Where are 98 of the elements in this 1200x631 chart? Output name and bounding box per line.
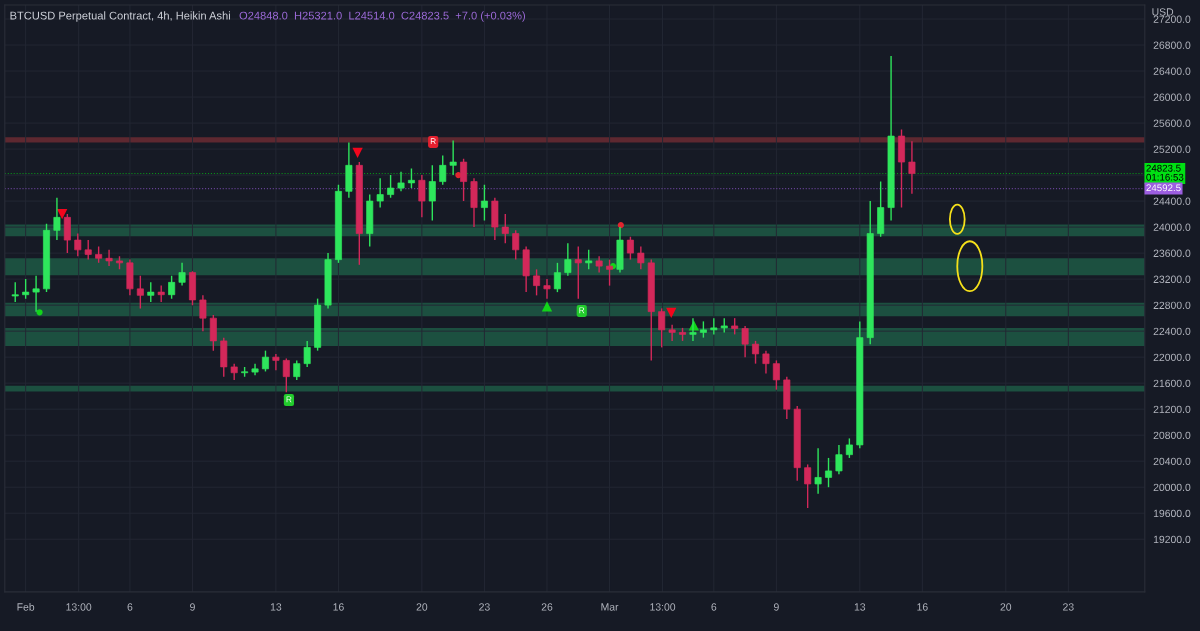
candlestick — [105, 249, 113, 267]
annotation: R — [430, 138, 436, 145]
y-tick-label: 20400.0 — [1153, 457, 1191, 466]
annotation: R — [579, 307, 585, 314]
candlestick — [543, 278, 551, 300]
x-tick-label: 16 — [333, 603, 344, 611]
candlestick — [658, 307, 666, 349]
x-tick-label: 9 — [773, 603, 779, 611]
candlestick — [449, 139, 457, 176]
x-tick-label: Feb — [17, 602, 35, 611]
candlestick — [11, 281, 19, 303]
ref-line-label: 24592.5 — [1146, 184, 1181, 192]
y-tick-label: 26000.0 — [1153, 93, 1191, 101]
x-tick-label: 6 — [711, 603, 717, 611]
candlestick — [397, 171, 405, 193]
x-tick-label: Mar — [601, 603, 619, 611]
candlestick — [814, 447, 822, 495]
y-tick-label: 24000.0 — [1153, 223, 1191, 231]
y-tick-label: 22400.0 — [1153, 327, 1191, 336]
candlestick — [168, 275, 176, 300]
candlestick — [84, 239, 92, 261]
text: O24848.0 H25321.0 L24514.0 C24823.5 +7.0 (+0.03%) — [239, 11, 525, 22]
candlestick — [564, 242, 572, 277]
candlestick — [710, 317, 718, 336]
x-tick-label: 13 — [854, 603, 866, 611]
y-tick-label: 20000.0 — [1153, 483, 1191, 492]
x-tick-label: 13:00 — [66, 603, 92, 611]
y-tick-label: 22800.0 — [1153, 301, 1191, 309]
y-tick-label: 25200.0 — [1153, 145, 1191, 153]
x-tick-label: 16 — [917, 603, 928, 611]
candlestick — [272, 353, 280, 371]
candlestick — [418, 174, 426, 219]
candlestick — [553, 262, 561, 293]
candlestick — [209, 314, 217, 352]
candlestick — [908, 140, 916, 195]
y-axis-title: USD — [1152, 8, 1174, 16]
y-tick-label: 21200.0 — [1153, 405, 1191, 414]
candlestick — [407, 167, 415, 189]
candlestick — [22, 278, 30, 300]
candlestick — [626, 236, 634, 261]
y-tick-label: 25600.0 — [1153, 119, 1191, 127]
candlestick — [74, 232, 82, 258]
candlestick — [752, 340, 760, 365]
y-tick-label: 21600.0 — [1153, 379, 1191, 388]
x-tick-label: 6 — [127, 603, 133, 611]
candlestick — [480, 184, 488, 222]
x-tick-label: 9 — [190, 603, 195, 611]
y-tick-label: 27200.0 — [1153, 15, 1191, 23]
x-tick-label: 13 — [270, 603, 282, 611]
x-tick-label: 20 — [416, 603, 428, 611]
y-tick-label: 26800.0 — [1153, 41, 1191, 49]
x-tick-label: 20 — [1000, 603, 1012, 611]
candlestick — [825, 457, 832, 488]
candlestick — [512, 229, 520, 261]
candlestick — [574, 245, 582, 300]
y-tick-label: 20800.0 — [1153, 431, 1191, 440]
candlestick — [428, 164, 436, 222]
candlestick — [178, 262, 186, 287]
candlestick — [804, 463, 812, 509]
x-tick-label: 13:00 — [650, 603, 676, 611]
text: BTCUSD Perpetual Contract, 4h, Heikin Ashi — [10, 11, 230, 22]
x-tick-label: 26 — [541, 603, 553, 611]
candlestick — [63, 213, 71, 254]
candlestick — [136, 275, 144, 310]
candlestick — [261, 349, 269, 373]
candlestick — [303, 340, 311, 368]
candlestick — [772, 359, 780, 391]
y-tick-label: 19200.0 — [1153, 535, 1191, 544]
candlestick — [199, 294, 207, 332]
y-tick-label: 19600.0 — [1153, 509, 1191, 518]
candlestick — [762, 349, 770, 375]
candlestick — [293, 359, 301, 381]
candlestick — [668, 323, 676, 342]
y-tick-label: 24400.0 — [1153, 197, 1191, 205]
annotation: R — [286, 396, 292, 403]
candlestick — [741, 325, 749, 358]
x-tick-label: 23 — [479, 603, 490, 611]
candlestick — [439, 154, 447, 186]
candlestick — [460, 158, 468, 202]
x-tick-label: 23 — [1063, 603, 1074, 611]
y-tick-label: 23600.0 — [1153, 249, 1191, 257]
ref-line-label: 24823.5 01:16:53 — [1146, 164, 1184, 181]
candlestick — [387, 174, 395, 199]
y-tick-label: 23200.0 — [1153, 275, 1191, 283]
candlestick — [533, 268, 541, 297]
candlestick — [845, 437, 853, 459]
y-tick-label: 26400.0 — [1153, 67, 1191, 75]
candlestick — [606, 258, 614, 287]
y-tick-label: 22000.0 — [1153, 353, 1191, 362]
candlestick — [376, 177, 384, 209]
candlestick — [835, 444, 843, 475]
candlestick — [501, 213, 509, 245]
candlestick — [147, 281, 155, 303]
candlestick — [32, 275, 40, 313]
candlestick — [282, 357, 290, 393]
candlestick — [637, 245, 645, 271]
candlestick — [585, 249, 593, 271]
candlestick — [53, 197, 61, 241]
